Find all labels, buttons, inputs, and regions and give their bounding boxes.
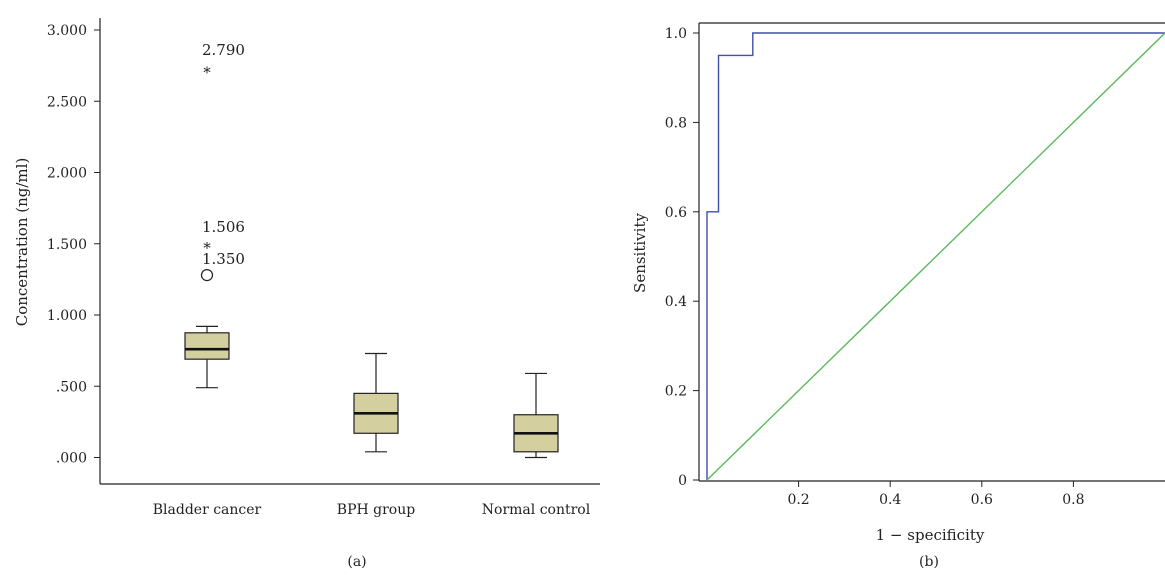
roc-panel: 0 0.2 0.4 0.6 0.8 1.0 0.2 0.4 0.6 0.8 Sensitivit…: [631, 22, 1165, 570]
x-axis-title: 1 − specificity: [876, 526, 985, 544]
box-3: [513, 372, 559, 459]
y-tick-label: .500: [56, 379, 87, 395]
outlier-label: 1.350: [202, 250, 245, 268]
y-axis-title: Concentration (ng/ml): [13, 158, 31, 327]
y-tick-label: 0: [678, 473, 687, 489]
y-tick-label: 2.000: [47, 166, 87, 182]
y-tick-label: 1.0: [665, 26, 687, 42]
x-tick-label: BPH group: [337, 502, 415, 518]
reference-diagonal: [706, 32, 1165, 481]
y-tick-label: .000: [56, 451, 87, 467]
outlier-label: 1.506: [202, 218, 245, 236]
y-tick-label: 0.4: [665, 294, 687, 310]
x-tick-label: 0.8: [1062, 492, 1084, 508]
x-tick-label: 0.6: [971, 492, 993, 508]
y-tick-label: 0.6: [665, 205, 687, 221]
outlier-asterisk: *: [203, 239, 211, 257]
y-tick-label: 0.2: [665, 384, 687, 400]
y-tick-label: 2.500: [47, 94, 87, 110]
boxplot-panel: .000 .500 1.000 1.500 2.000 2.500 3.000 Bladde…: [13, 18, 600, 570]
panel-label-b: (b): [919, 554, 939, 570]
box-1: [184, 325, 230, 389]
iqr-box: [184, 332, 230, 360]
y-tick-label: 1.500: [47, 237, 87, 253]
x-tick-label: Normal control: [482, 502, 591, 518]
panel-label-a: (a): [347, 554, 366, 570]
y-tick-label: 3.000: [47, 23, 87, 39]
roc-curve: [706, 32, 1165, 480]
y-tick-label: 0.8: [665, 115, 687, 131]
y-tick-label: 1.000: [47, 308, 87, 324]
x-tick-label: 0.4: [879, 492, 901, 508]
x-tick-label: 0.2: [787, 492, 809, 508]
outlier-label: 2.790: [202, 41, 245, 59]
box-2: [353, 352, 399, 453]
outlier-asterisk: *: [203, 63, 211, 81]
y-axis-title: Sensitivity: [631, 213, 649, 293]
x-tick-label: Bladder cancer: [153, 502, 262, 518]
outlier-circle: [200, 269, 214, 282]
